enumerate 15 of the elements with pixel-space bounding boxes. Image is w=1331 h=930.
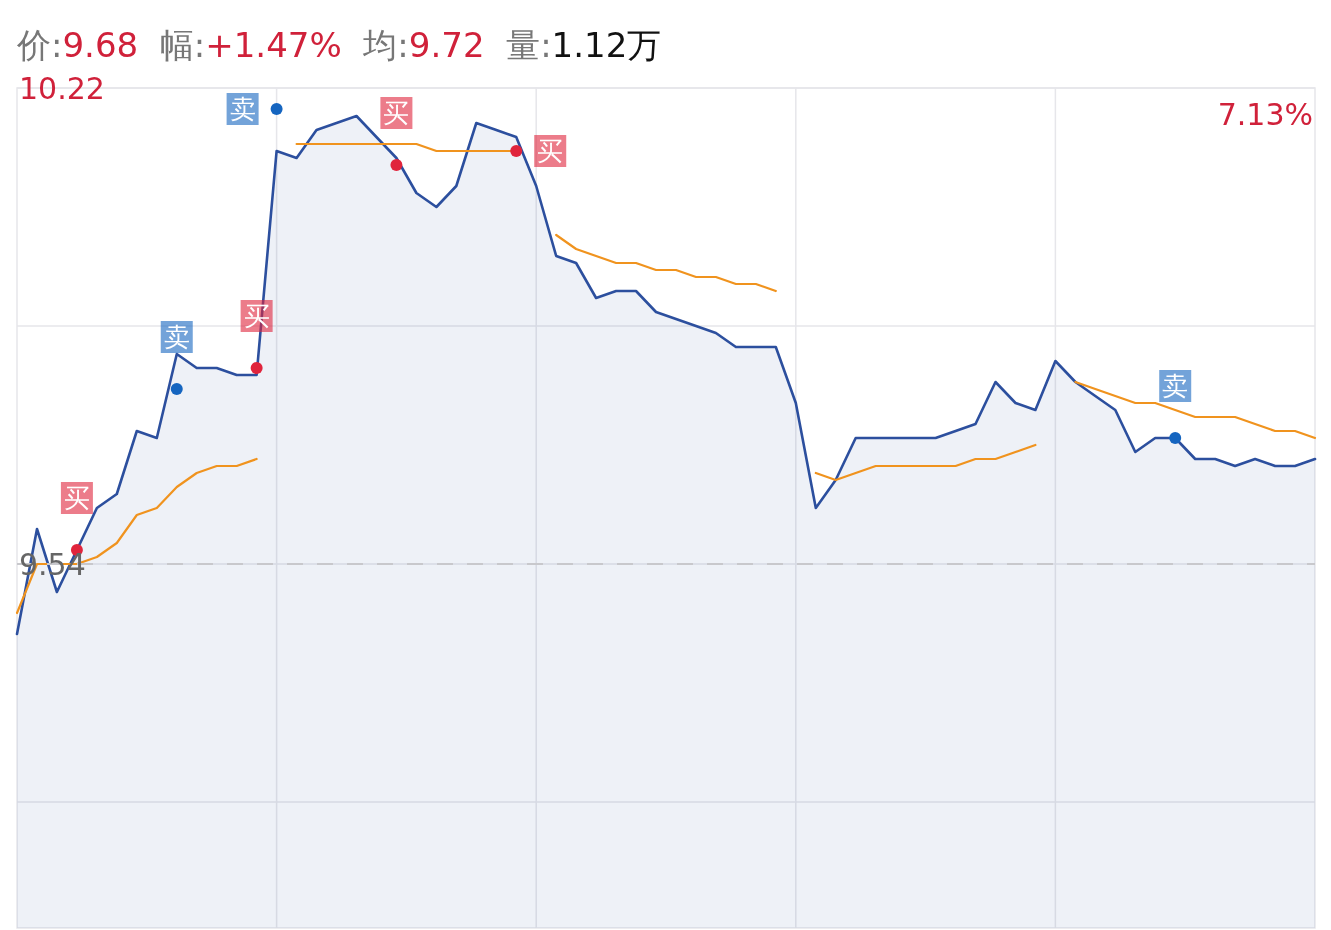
- series-label: 卖: [229, 94, 256, 124]
- text: 卖: [1162, 371, 1189, 401]
- annotation: 7.13%: [1217, 96, 1313, 132]
- point: [270, 103, 283, 115]
- point: [390, 159, 403, 171]
- y-tick-label: 10.22: [19, 70, 105, 106]
- text: 买: [63, 483, 90, 513]
- point: [170, 383, 183, 395]
- point: [510, 145, 523, 157]
- chart-title: 价:9.68 幅:+1.47% 均:9.72 量:1.12万: [16, 25, 662, 65]
- text: 卖: [163, 322, 190, 352]
- series-label: 买: [537, 136, 564, 166]
- point: [1169, 432, 1182, 444]
- point: [250, 362, 263, 374]
- text: 买: [383, 98, 410, 128]
